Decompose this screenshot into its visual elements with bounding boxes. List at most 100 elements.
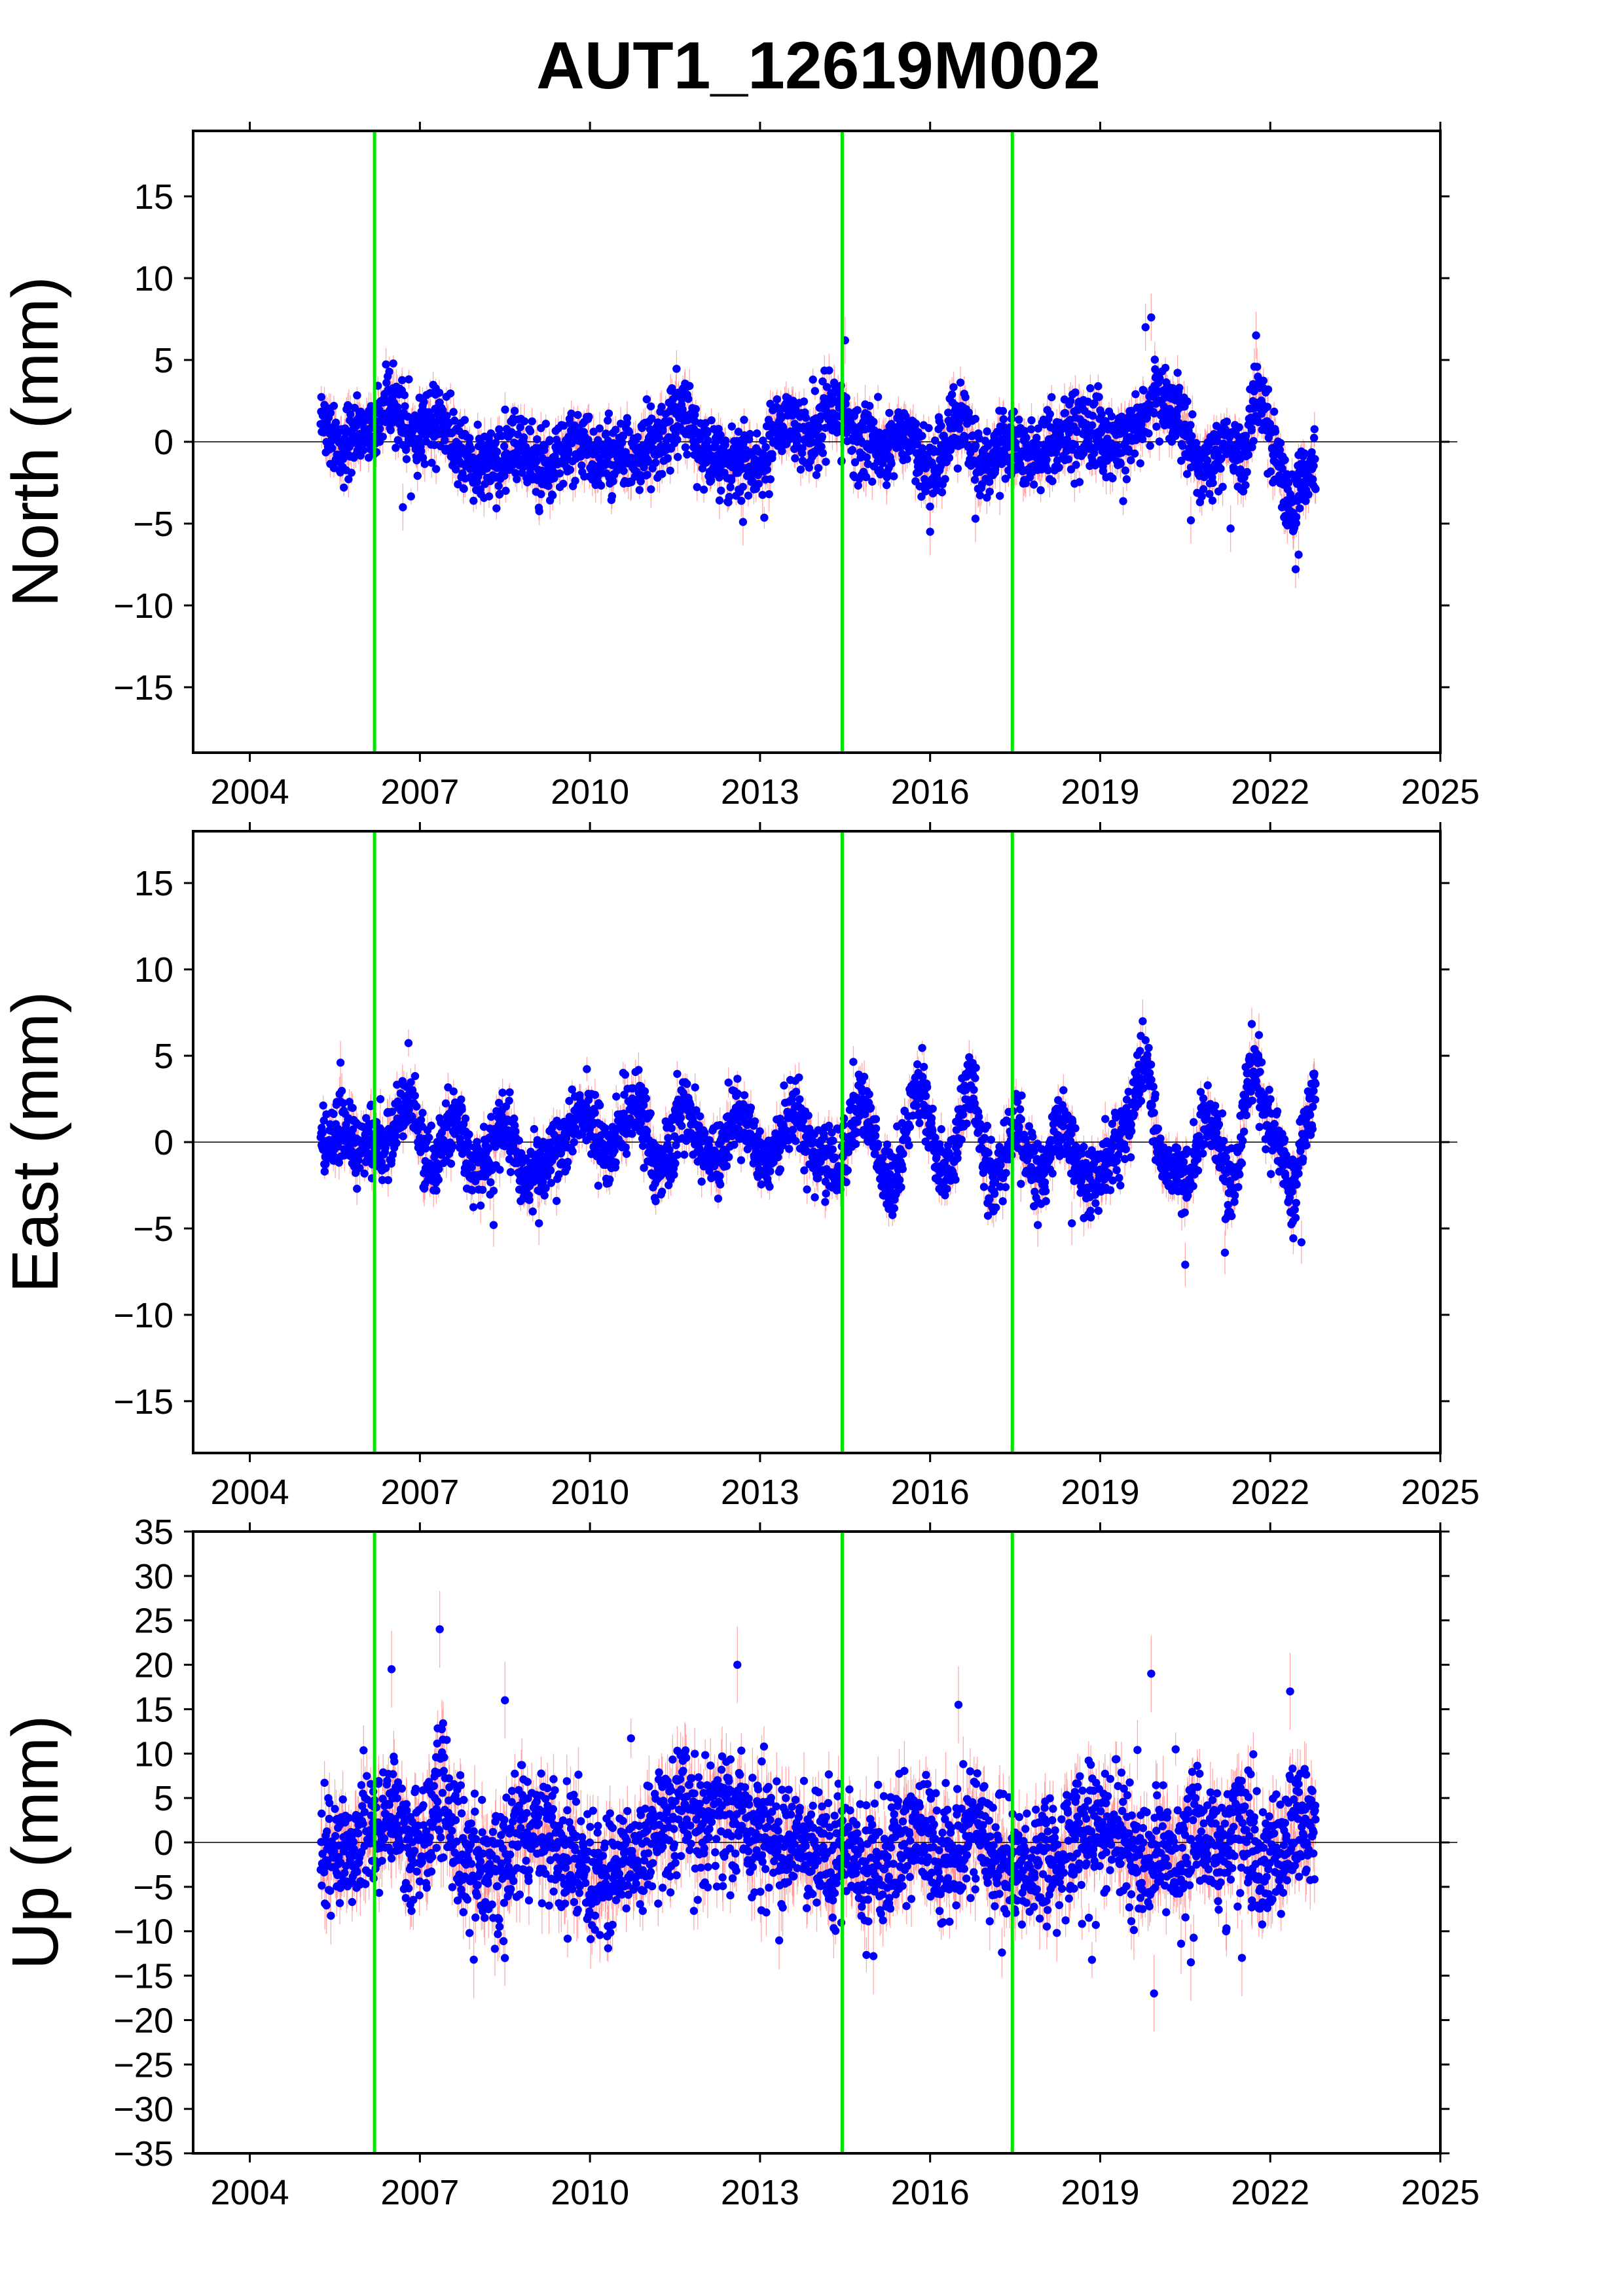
data-point [532,457,541,465]
data-point [1139,386,1148,395]
data-point [685,382,694,390]
data-point [848,446,857,454]
data-point [443,412,451,420]
data-point [811,387,820,395]
data-point [595,424,604,433]
data-point [665,417,674,425]
data-point [1122,475,1131,484]
data-point [1197,492,1206,501]
data-point [825,366,833,375]
data-point [1121,466,1130,475]
data-point [1216,464,1225,473]
data-point [1036,486,1045,495]
data-point [1146,441,1154,450]
data-point [393,403,402,412]
data-point [721,437,730,445]
data-point [449,408,458,416]
data-point [473,420,482,429]
data-point [1095,393,1103,401]
data-point [346,410,355,419]
data-point [382,378,391,387]
data-point [890,472,898,480]
data-point [1097,410,1106,419]
data-point [971,414,980,423]
data-point [567,409,575,418]
data-point [386,426,395,435]
data-point [431,465,441,473]
data-point [1108,474,1117,482]
data-point [596,481,606,490]
data-point [526,427,535,436]
data-point [744,492,753,500]
data-point [887,459,896,468]
data-point [618,439,627,447]
data-point [469,496,478,505]
data-point [999,415,1008,423]
data-point [604,416,612,425]
data-point [1061,408,1070,418]
data-point [1086,384,1095,393]
data-point [545,436,554,444]
data-point [498,431,506,440]
data-point [460,484,468,493]
data-point [699,485,708,494]
data-point [1094,382,1103,391]
data-point [1208,496,1217,505]
data-point [1222,417,1231,426]
data-point [486,429,496,438]
data-point [574,410,582,420]
data-point [1027,416,1036,425]
data-point [492,504,501,512]
data-point [513,430,522,439]
data-point [435,388,444,397]
data-point [441,436,449,444]
data-point [725,492,733,501]
data-point [359,446,368,455]
data-point [385,367,393,376]
data-point [533,435,541,444]
data-point [616,420,625,428]
data-point [460,416,469,424]
data-point [507,428,516,437]
data-point [465,434,474,442]
data-point [619,467,628,475]
data-point [799,397,809,406]
data-point [663,454,672,463]
data-point [326,408,335,417]
data-point [666,466,674,475]
data-point [853,406,862,414]
data-point [513,475,521,484]
data-point [746,429,754,439]
data-point [420,398,428,406]
data-point [635,486,644,494]
data-point [1175,384,1184,392]
data-point [717,486,725,495]
data-point [344,475,353,484]
data-point [995,492,1004,500]
data-point [1027,425,1036,434]
data-point [814,463,823,473]
data-point [493,448,501,456]
data-point [869,418,878,426]
data-point [998,406,1008,416]
data-point [818,448,827,457]
data-point [868,477,877,486]
data-point [1188,410,1197,419]
data-point [611,425,620,434]
data-point [704,436,712,445]
data-point [674,453,682,461]
data-point [739,482,747,492]
data-point [812,471,821,479]
data-point [924,423,933,433]
data-point [972,441,980,450]
data-point [1138,435,1147,444]
data-point [621,448,630,456]
data-point [683,450,691,459]
data-point [1107,412,1116,421]
data-point [519,433,528,442]
data-point [1055,463,1063,472]
data-point [809,375,817,384]
data-point [418,454,428,462]
data-point [1203,456,1212,465]
